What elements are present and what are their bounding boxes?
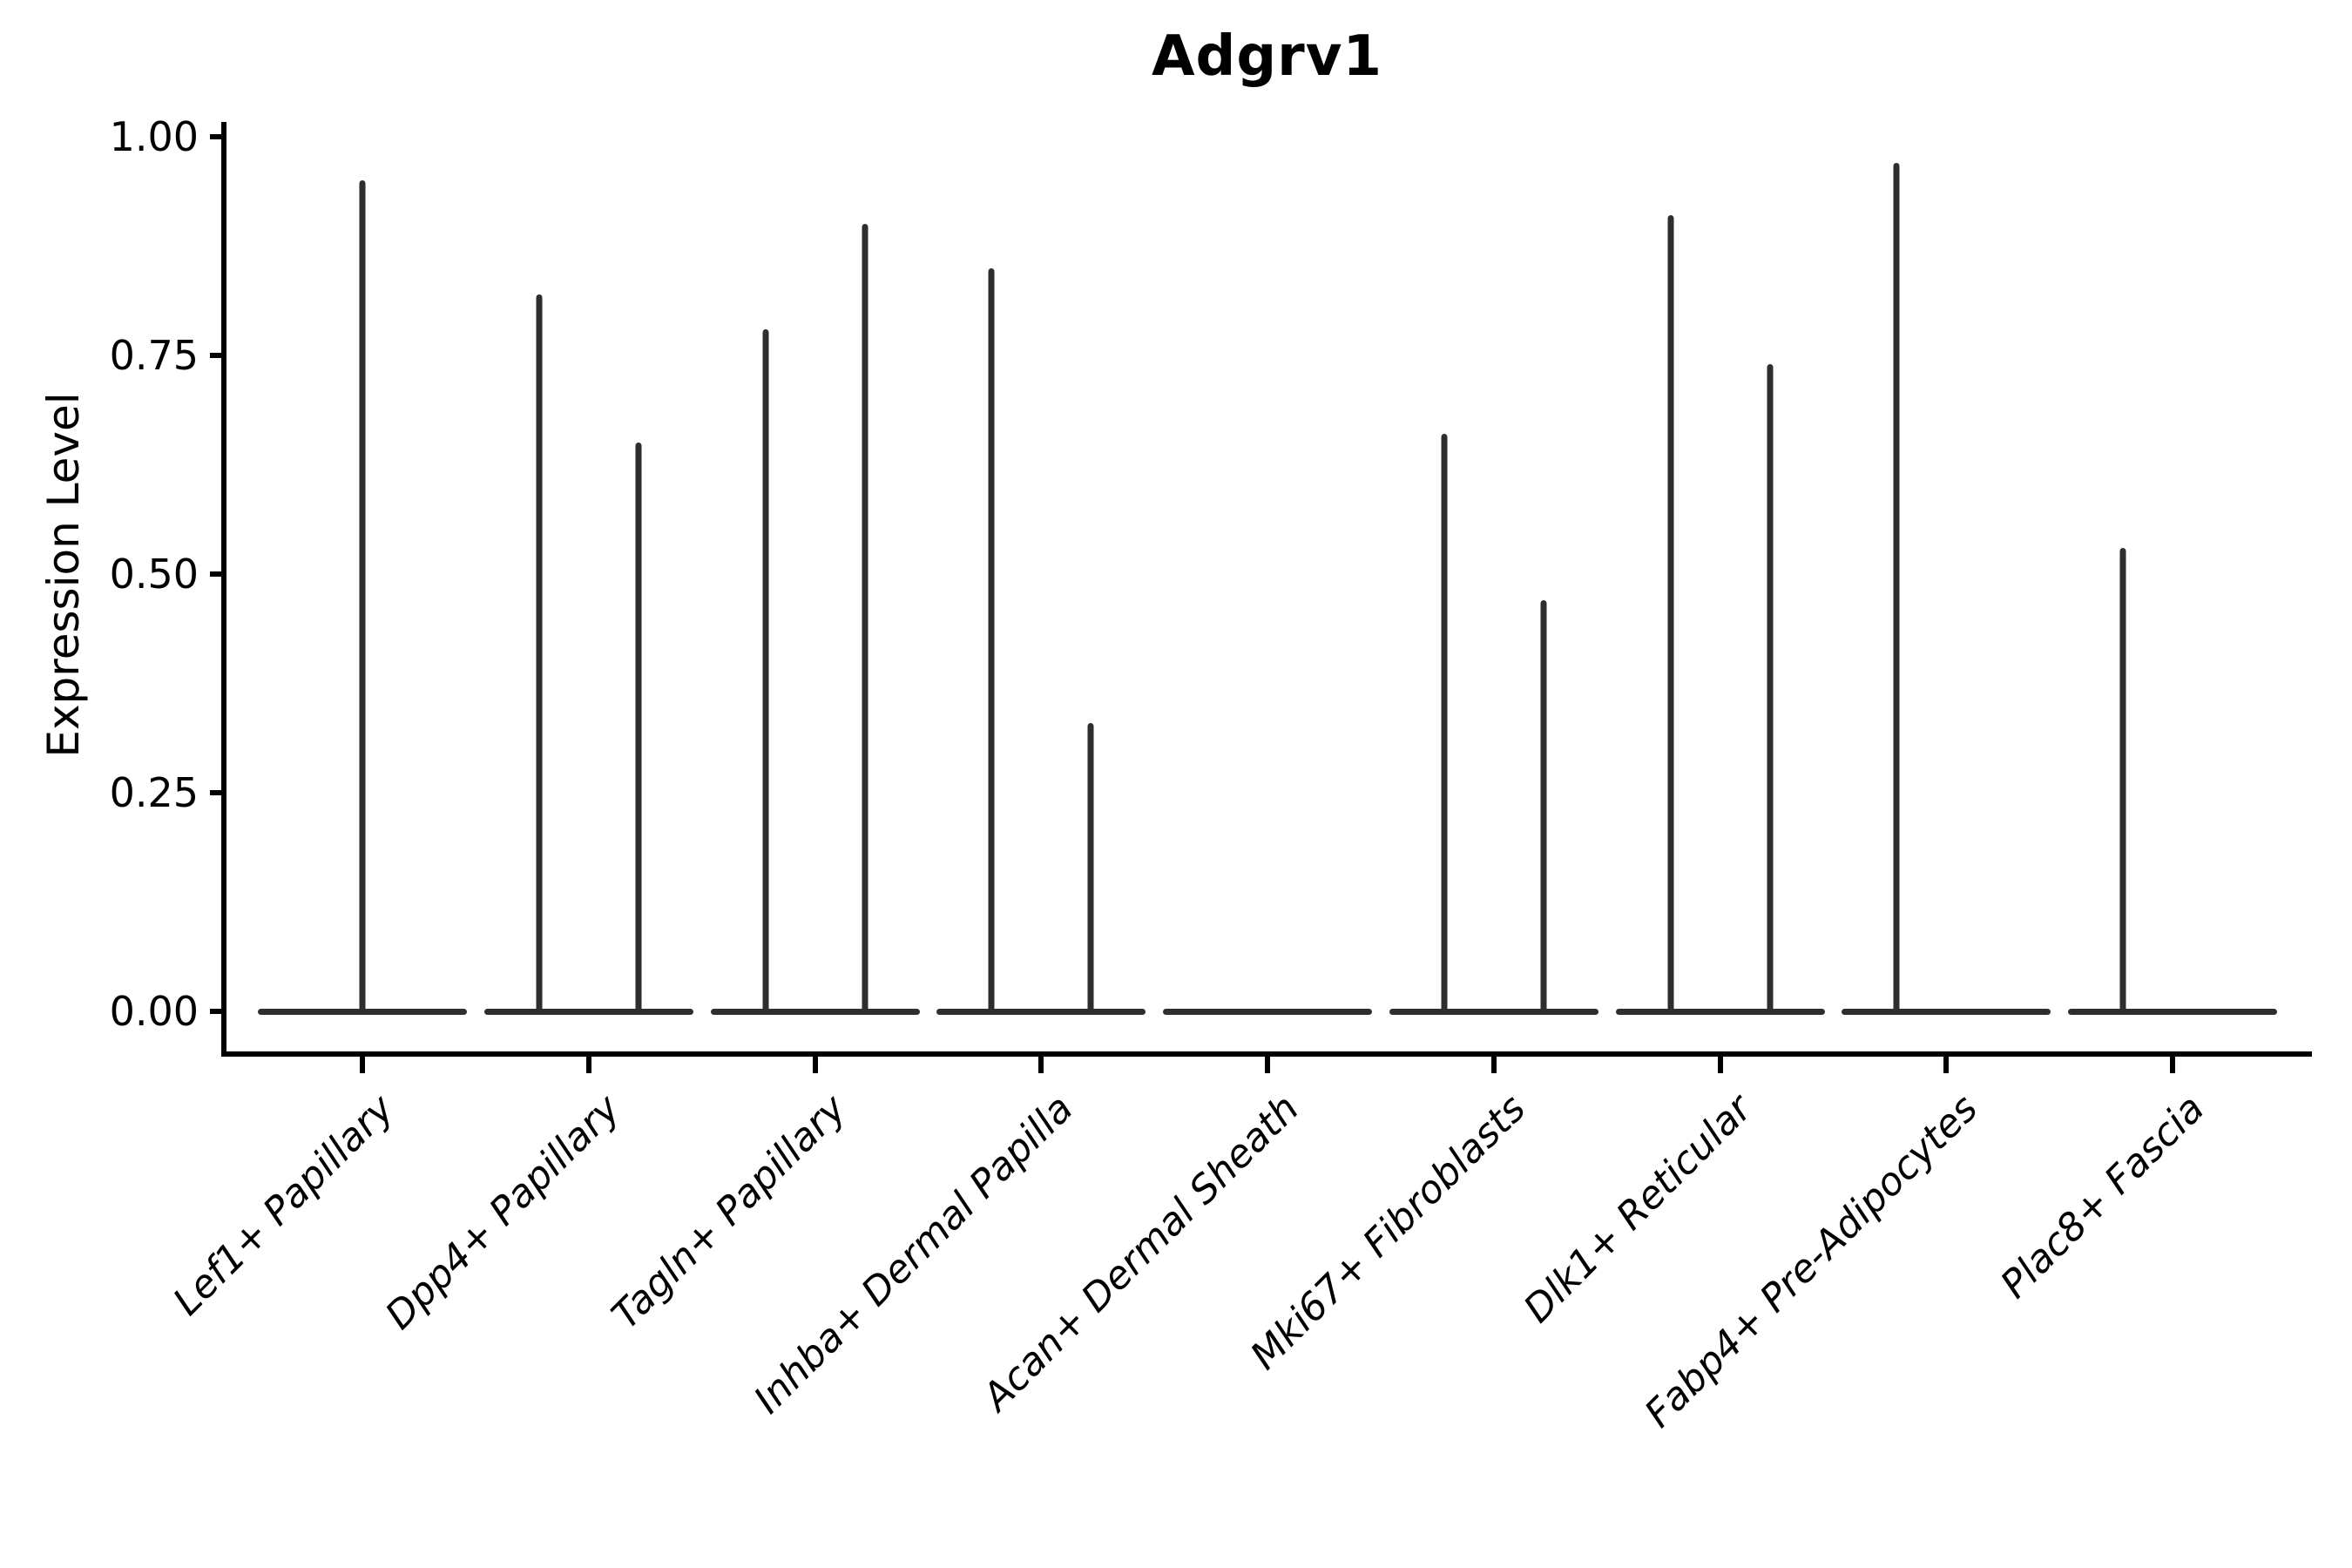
violin-spike <box>635 443 642 1014</box>
y-tick-mark <box>210 1009 224 1014</box>
y-tick-mark <box>210 790 224 795</box>
violin-spike <box>862 224 868 1014</box>
y-tick-mark <box>210 353 224 358</box>
violin-baseline <box>1163 1008 1372 1015</box>
violin-spike <box>1087 722 1094 1014</box>
violin-baseline <box>1615 1008 1825 1015</box>
x-axis-spine <box>221 1051 2312 1057</box>
violin-baseline <box>483 1008 693 1015</box>
x-tick-mark <box>1490 1057 1497 1073</box>
y-tick-label: 1.00 <box>109 113 199 160</box>
violin-spike <box>1893 163 1900 1014</box>
x-tick-mark <box>1717 1057 1723 1073</box>
y-tick-label: 0.25 <box>109 769 199 816</box>
violin-spike <box>988 267 995 1014</box>
violin-baseline <box>1389 1008 1598 1015</box>
x-tick-mark <box>1265 1057 1270 1073</box>
x-tick-label: Plac8+ Fascia <box>1991 1086 2213 1308</box>
violin-spike <box>1540 600 1547 1014</box>
violin-spike <box>1667 215 1673 1014</box>
violin-spike <box>1441 434 1448 1014</box>
y-tick-label: 0.50 <box>109 551 199 598</box>
violin-spike <box>1767 364 1773 1014</box>
violin-baseline <box>2068 1008 2277 1015</box>
x-tick-mark <box>1943 1057 1950 1073</box>
x-tick-mark <box>360 1057 365 1073</box>
x-tick-mark <box>2170 1057 2175 1073</box>
y-tick-label: 0.00 <box>109 988 199 1035</box>
y-axis-spine <box>221 122 226 1057</box>
violin-baseline <box>710 1008 920 1015</box>
chart-title: Adgrv1 <box>1152 24 1382 89</box>
violin-spike <box>762 328 768 1014</box>
violin-baseline <box>1842 1008 2051 1015</box>
x-tick-label: Dpp4+ Papillary <box>376 1086 629 1339</box>
violin-spike <box>359 180 366 1014</box>
y-tick-label: 0.75 <box>109 332 199 379</box>
violin-spike <box>2119 547 2126 1014</box>
x-tick-label: Dlk1+ Reticular <box>1515 1086 1761 1332</box>
y-tick-mark <box>210 134 224 139</box>
x-tick-mark <box>585 1057 591 1073</box>
x-tick-mark <box>1038 1057 1044 1073</box>
violin-baseline <box>936 1008 1146 1015</box>
y-tick-mark <box>210 571 224 577</box>
x-tick-label: Tagln+ Papillary <box>603 1086 855 1338</box>
x-tick-mark <box>812 1057 818 1073</box>
x-tick-label: Lef1+ Papillary <box>165 1086 403 1325</box>
violin-spike <box>536 294 543 1014</box>
